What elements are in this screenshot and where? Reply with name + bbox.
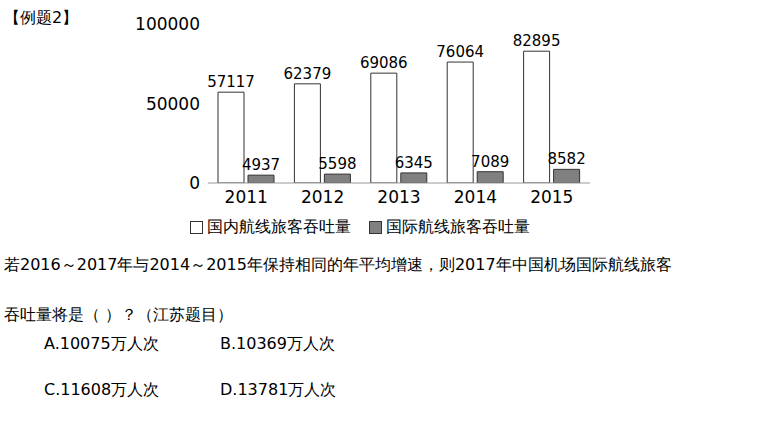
svg-text:82895: 82895 [513, 32, 561, 50]
svg-text:2011: 2011 [225, 187, 268, 207]
svg-text:69086: 69086 [360, 54, 408, 72]
svg-text:8582: 8582 [548, 150, 586, 168]
html-text:D.13781万人次: D.13781万人次 [220, 380, 337, 399]
svg-text:2013: 2013 [377, 187, 420, 207]
svg-text:0: 0 [189, 173, 200, 193]
svg-text:5598: 5598 [318, 155, 356, 173]
svg-text:62379: 62379 [284, 65, 332, 83]
html-text:C.11608万人次: C.11608万人次 [44, 380, 160, 399]
svg-text:2015: 2015 [530, 187, 573, 207]
html-text:A.10075万人次: A.10075万人次 [44, 334, 159, 353]
svg-text:57117: 57117 [207, 73, 255, 91]
svg-text:76064: 76064 [436, 43, 484, 61]
svg-text:7089: 7089 [471, 153, 509, 171]
html-text:【例题2】: 【例题2】 [4, 8, 79, 27]
svg-text:2014: 2014 [454, 187, 497, 207]
html-text:国内航线旅客吞吐量: 国内航线旅客吞吐量 [207, 217, 351, 236]
html-text:吞吐量将是（ ）？（江苏题目）: 吞吐量将是（ ）？（江苏题目） [4, 305, 234, 324]
svg-text:4937: 4937 [242, 156, 280, 174]
html-text:B.10369万人次: B.10369万人次 [220, 334, 335, 353]
html-text:国际航线旅客吞吐量: 国际航线旅客吞吐量 [386, 217, 530, 236]
svg-text:6345: 6345 [395, 154, 433, 172]
svg-text:50000: 50000 [146, 94, 200, 114]
svg-text:2012: 2012 [301, 187, 344, 207]
html-text:若2016～2017年与2014～2015年保持相同的年平均: 若2016～2017年与2014～2015年保持相同的年平均增速，则2017年中… [4, 255, 672, 274]
svg-text:100000: 100000 [135, 14, 200, 34]
